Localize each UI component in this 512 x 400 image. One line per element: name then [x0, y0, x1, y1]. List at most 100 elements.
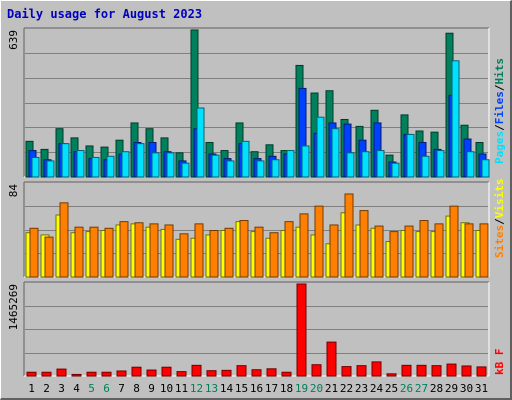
kbytes-bar	[191, 364, 202, 377]
sites-bar	[374, 225, 384, 278]
pages-bar	[166, 152, 175, 178]
pages-bar	[136, 143, 145, 178]
day-tick-label: 15	[235, 382, 248, 395]
kbytes-bar	[431, 365, 442, 377]
day-tick-label: 9	[148, 382, 155, 395]
pages-bar	[211, 154, 220, 178]
day-tick-label: 29	[445, 382, 458, 395]
day-tick-label: 1	[28, 382, 35, 395]
sites-bar	[104, 227, 114, 278]
legend-separator: /	[493, 84, 506, 91]
sites-bar	[419, 220, 429, 278]
pages-bar	[316, 116, 325, 178]
sites-bar	[59, 202, 69, 278]
day-tick-label: 27	[415, 382, 428, 395]
pages-bar	[196, 107, 205, 178]
legend-entry: kB F	[493, 349, 506, 376]
day-tick-label: 21	[325, 382, 338, 395]
pages-bar	[106, 155, 115, 178]
pages-bar	[46, 160, 55, 178]
day-tick-label: 7	[118, 382, 125, 395]
sites-bar	[44, 236, 54, 278]
kbytes-bar	[371, 361, 382, 377]
kbytes-bar	[26, 371, 37, 377]
kbytes-bar	[146, 369, 157, 377]
sites-bar	[434, 223, 444, 278]
kbytes-bar	[296, 283, 307, 377]
day-tick-label: 5	[88, 382, 95, 395]
day-tick-label: 28	[430, 382, 443, 395]
pages-bar	[256, 160, 265, 178]
kbytes-bar	[101, 371, 112, 377]
pages-bar	[406, 133, 415, 178]
sites-bar	[464, 223, 474, 278]
pages-bar	[151, 152, 160, 178]
kbytes-bar	[41, 371, 52, 377]
sites-bar	[359, 210, 369, 278]
kbytes-bar	[161, 366, 172, 377]
kbytes-bar	[476, 366, 487, 377]
day-tick-label: 30	[460, 382, 473, 395]
pages-bar	[436, 150, 445, 178]
sites-bar	[239, 220, 249, 278]
sites-bar	[254, 226, 264, 278]
day-tick-label: 24	[370, 382, 384, 395]
kbytes-bar	[401, 364, 412, 377]
pages-bar	[331, 128, 340, 178]
pages-bar	[346, 152, 355, 178]
pages-bar	[121, 151, 130, 178]
y-axis-max-label: 639	[7, 30, 20, 50]
kbytes-bar	[356, 365, 367, 377]
pages-bar	[271, 159, 280, 178]
sites-bar	[134, 222, 144, 278]
pages-bar	[286, 150, 295, 178]
sites-bar	[389, 231, 399, 278]
kbytes-bar	[56, 368, 67, 377]
kbytes-bar	[386, 373, 397, 377]
legend-entry: Hits	[493, 58, 506, 85]
sites-bar	[89, 226, 99, 278]
legend-separator: /	[493, 124, 506, 131]
day-tick-label: 10	[160, 382, 173, 395]
kbytes-bar	[116, 370, 127, 377]
legend-separator: /	[493, 218, 506, 225]
sites-bar	[74, 226, 84, 278]
kbytes-bar	[461, 365, 472, 377]
day-tick-label: 23	[355, 382, 368, 395]
y-axis-max-label: 1465269	[7, 284, 20, 330]
legend-entry: Pages	[493, 131, 506, 164]
sites-bar	[269, 232, 279, 278]
chart-marks	[25, 29, 490, 377]
kbytes-bar	[71, 373, 82, 377]
sites-bar	[314, 205, 324, 278]
kbytes-bar	[86, 371, 97, 377]
pages-bar	[241, 140, 250, 178]
day-tick-label: 26	[400, 382, 413, 395]
kbytes-bar	[131, 366, 142, 377]
day-tick-label: 6	[103, 382, 110, 395]
pages-bar	[226, 160, 235, 178]
kbytes-bar	[221, 369, 232, 377]
day-tick-label: 2	[43, 382, 50, 395]
day-tick-label: 14	[220, 382, 234, 395]
pages-bar	[421, 155, 430, 178]
sites-bar	[299, 213, 309, 278]
day-tick-label: 11	[175, 382, 188, 395]
legend-kbytes: kB F	[493, 349, 506, 376]
sites-bar	[224, 227, 234, 278]
day-tick-label: 17	[265, 382, 278, 395]
legend-entry: Visits	[493, 179, 506, 219]
legend-sites-visits: Sites/Visits	[493, 179, 506, 259]
day-tick-label: 18	[280, 382, 293, 395]
kbytes-bar	[446, 363, 457, 377]
day-tick-label: 19	[295, 382, 308, 395]
kbytes-bar	[206, 370, 217, 377]
chart-title: Daily usage for August 2023	[7, 7, 203, 21]
kbytes-bar	[341, 366, 352, 377]
pages-bar	[76, 150, 85, 178]
day-tick-label: 12	[190, 382, 203, 395]
kbytes-bar	[281, 371, 292, 377]
kbytes-bar	[176, 371, 187, 377]
